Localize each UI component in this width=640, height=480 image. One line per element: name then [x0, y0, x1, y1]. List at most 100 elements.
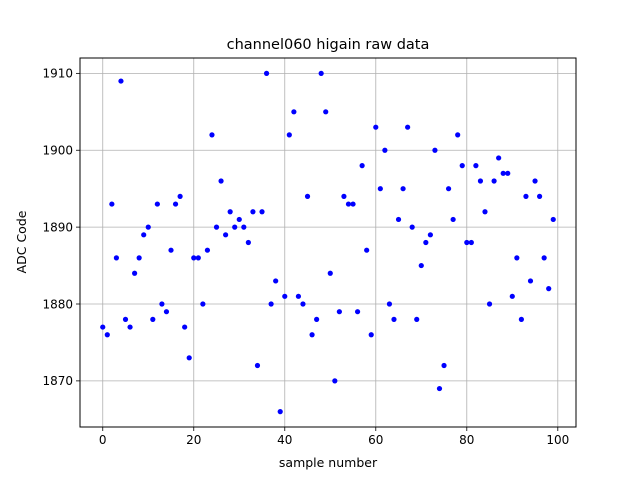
- data-point: [368, 332, 374, 338]
- data-point: [104, 332, 110, 338]
- data-point: [518, 316, 524, 322]
- data-point: [436, 385, 443, 392]
- data-point: [341, 193, 347, 199]
- data-point: [122, 316, 129, 322]
- data-point: [354, 309, 361, 315]
- data-point: [509, 293, 515, 299]
- data-point: [250, 209, 256, 215]
- data-point: [109, 201, 115, 207]
- data-point: [523, 193, 529, 199]
- data-point: [113, 255, 120, 261]
- data-point: [514, 255, 520, 261]
- data-point: [141, 232, 147, 238]
- x-tick-label: 60: [368, 433, 383, 447]
- data-point: [445, 186, 452, 192]
- data-point: [418, 262, 424, 269]
- y-tick-label: 1900: [42, 144, 73, 158]
- data-point: [391, 316, 397, 322]
- data-point: [186, 355, 192, 361]
- data-point: [536, 193, 543, 199]
- data-point: [304, 193, 311, 199]
- data-point: [223, 232, 229, 238]
- x-tick-label: 100: [546, 433, 569, 447]
- data-point: [132, 270, 138, 276]
- data-point: [236, 216, 242, 223]
- data-point: [400, 186, 406, 192]
- data-point: [377, 186, 383, 192]
- data-point: [350, 201, 356, 207]
- data-point: [118, 78, 124, 84]
- data-point: [213, 224, 220, 230]
- grid-layer: [80, 58, 576, 427]
- data-point: [245, 239, 251, 246]
- data-point: [145, 224, 151, 230]
- data-point: [473, 163, 479, 169]
- data-point: [464, 239, 470, 246]
- data-point: [227, 209, 233, 215]
- data-point: [441, 362, 447, 369]
- data-point: [127, 324, 133, 330]
- data-point: [386, 301, 393, 307]
- data-point: [546, 286, 552, 292]
- y-tick-label: 1870: [42, 374, 73, 388]
- data-point: [336, 309, 342, 315]
- x-axis-ticks: 0 20 40 60 80 100: [99, 427, 569, 447]
- data-point: [427, 232, 433, 238]
- data-point: [177, 193, 183, 199]
- y-axis-label: ADC Code: [14, 210, 29, 273]
- data-point: [259, 209, 265, 215]
- data-point: [468, 239, 474, 246]
- y-tick-label: 1880: [42, 297, 73, 311]
- x-tick-label: 0: [99, 433, 107, 447]
- data-point: [154, 201, 160, 207]
- data-point: [232, 224, 238, 230]
- data-point: [477, 178, 484, 184]
- data-point: [254, 362, 261, 369]
- data-point: [550, 216, 556, 223]
- data-point: [414, 316, 420, 322]
- data-point: [459, 163, 465, 169]
- data-point: [323, 109, 329, 115]
- data-point: [300, 301, 306, 307]
- data-point: [100, 324, 106, 330]
- data-point: [291, 109, 297, 115]
- y-tick-label: 1910: [42, 67, 73, 81]
- data-point: [541, 255, 547, 261]
- data-point: [204, 247, 211, 253]
- data-point: [168, 247, 174, 253]
- plot-frame: [79, 57, 577, 428]
- data-point: [200, 301, 206, 307]
- data-point: [241, 224, 247, 230]
- data-point: [309, 332, 315, 338]
- data-point: [172, 201, 179, 207]
- data-point: [450, 216, 456, 223]
- data-point: [382, 147, 388, 153]
- data-point: [423, 239, 429, 246]
- x-tick-label: 80: [459, 433, 474, 447]
- data-point: [195, 255, 201, 261]
- data-point: [364, 247, 370, 253]
- data-point: [218, 178, 224, 184]
- data-point: [409, 224, 415, 230]
- data-point: [496, 155, 502, 161]
- data-point: [286, 132, 292, 138]
- data-point: [150, 316, 156, 322]
- data-point: [277, 409, 283, 415]
- data-point: [455, 132, 461, 138]
- y-tick-label: 1890: [42, 220, 73, 234]
- data-point: [318, 70, 324, 76]
- data-point: [136, 255, 142, 261]
- data-point: [268, 301, 274, 307]
- data-point: [273, 278, 279, 284]
- data-point: [295, 293, 302, 299]
- y-axis-ticks: 1870 1880 1890 1900 1910: [42, 67, 80, 388]
- data-point: [432, 147, 438, 153]
- data-point: [405, 124, 411, 130]
- x-tick-label: 20: [186, 433, 201, 447]
- data-point: [505, 170, 511, 176]
- data-point: [327, 270, 333, 276]
- data-point: [532, 178, 538, 184]
- data-point: [159, 301, 165, 307]
- x-tick-label: 40: [277, 433, 292, 447]
